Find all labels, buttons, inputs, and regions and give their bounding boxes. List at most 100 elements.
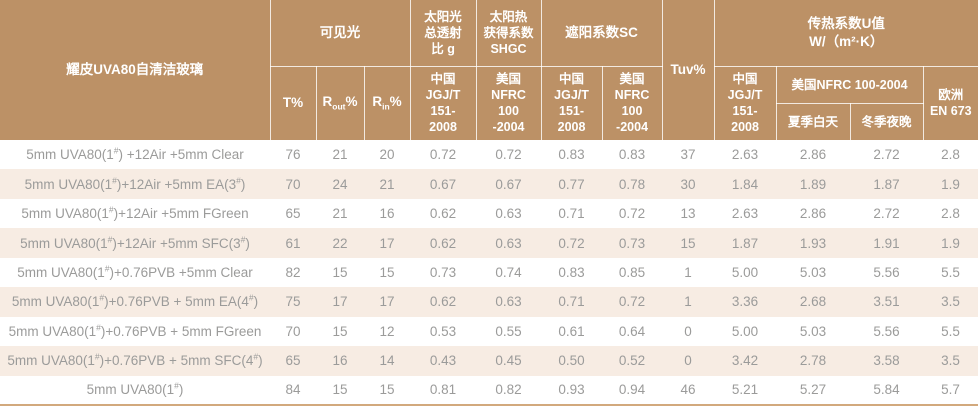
value-cell: 61 <box>285 235 301 251</box>
value-cell: 75 <box>285 294 301 310</box>
value-cell: 5.5 <box>941 264 960 280</box>
value-cell: 0.67 <box>429 176 457 192</box>
value-cell: 0.72 <box>618 206 646 222</box>
value-cell: 3.5 <box>941 294 960 310</box>
value-cell: 2.8 <box>941 147 960 163</box>
value-cell: 2.72 <box>873 206 900 222</box>
r-out-subscript: out <box>332 101 346 112</box>
value-cell: 0 <box>684 353 692 369</box>
header-sub-row: T% Rout% Rin% 中国 JGJ/T 151- 2008 美国 NFRC… <box>0 65 978 141</box>
table-row: 5mm UVA80(1#)+12Air +5mm FGreen 65 21 16 0.6… <box>0 199 978 228</box>
value-cell: 13 <box>680 206 696 222</box>
table-row: 5mm UVA80(1#)+0.76PVB + 5mm FGreen 70 15 12… <box>0 317 978 346</box>
value-cell: 30 <box>680 176 696 192</box>
value-cell: 46 <box>680 382 696 398</box>
value-cell: 0.50 <box>558 353 585 369</box>
header-u-us-summer-day: 夏季白天 <box>775 102 851 141</box>
superscript-hash: # <box>104 263 110 274</box>
header-group-shgc: 太阳热 获得系数 SHGC <box>475 0 542 67</box>
value-cell: 0.93 <box>558 382 585 398</box>
superscript-hash: # <box>253 351 259 362</box>
product-name-cell: 5mm UVA80(1#)+12Air +5mm EA(3#) <box>24 175 246 192</box>
superscript-hash: # <box>236 175 241 186</box>
value-cell: 17 <box>379 235 395 251</box>
value-cell: 2.63 <box>731 147 759 163</box>
value-cell: 16 <box>379 206 395 222</box>
value-cell: 15 <box>332 264 348 280</box>
value-cell: 5.5 <box>941 323 960 339</box>
superscript-hash: # <box>96 322 101 333</box>
value-cell: 0.72 <box>558 235 585 251</box>
value-cell: 0.53 <box>429 323 457 339</box>
header-group-solar-g: 太阳光 总透射 比 g <box>409 0 477 67</box>
value-cell: 17 <box>379 294 395 310</box>
value-cell: 65 <box>285 206 301 222</box>
product-name-cell: 5mm UVA80(1#)+0.76PVB + 5mm FGreen <box>8 322 262 339</box>
value-cell: 0.72 <box>429 147 457 163</box>
value-cell: 0.83 <box>618 147 646 163</box>
value-cell: 1.87 <box>731 235 759 251</box>
value-cell: 0.45 <box>495 353 522 369</box>
superscript-hash: # <box>240 234 246 245</box>
value-cell: 5.21 <box>731 382 759 398</box>
value-cell: 5.00 <box>731 264 759 280</box>
value-cell: 70 <box>285 176 301 192</box>
value-cell: 0.72 <box>618 294 646 310</box>
value-cell: 15 <box>680 235 696 251</box>
table-row: 5mm UVA80(1#)+0.76PVB + 5mm EA(4#) 75 17 17… <box>0 287 978 317</box>
value-cell: 0.85 <box>618 264 646 280</box>
product-name-cell: 5mm UVA80(1#)+12Air +5mm SFC(3#) <box>20 234 250 251</box>
superscript-hash: # <box>108 204 114 215</box>
value-cell: 24 <box>332 176 348 192</box>
value-cell: 1.84 <box>731 176 759 192</box>
value-cell: 0.83 <box>558 147 585 163</box>
header-sc-us-standard: 美国 NFRC 100 -2004 <box>601 65 663 141</box>
value-cell: 1.89 <box>799 176 827 192</box>
value-cell: 2.72 <box>873 147 900 163</box>
value-cell: 1 <box>684 294 692 310</box>
value-cell: 1.93 <box>799 235 827 251</box>
header-group-row: 耀皮UVA80自清洁玻璃 可见光 太阳光 总透射 比 g 太阳热 获得系数 SH… <box>0 0 978 141</box>
value-cell: 0.55 <box>495 323 522 339</box>
header-shgc-us-standard: 美国 NFRC 100 -2004 <box>475 65 542 141</box>
value-cell: 76 <box>285 147 301 163</box>
value-cell: 0.74 <box>495 264 522 280</box>
header-u-europe-standard: 欧洲 EN 673 <box>922 65 978 141</box>
value-cell: 70 <box>285 323 301 339</box>
table-row: 5mm UVA80(1#)+12Air +5mm EA(3#) 70 24 21 0.6… <box>0 169 978 199</box>
value-cell: 0.77 <box>558 176 585 192</box>
value-cell: 0 <box>684 323 692 339</box>
r-in-subscript: in <box>382 101 390 112</box>
table-row: 5mm UVA80(1#) 84 15 15 0.81 0.82 0.93 0.94 46 5.2… <box>0 376 978 406</box>
value-cell: 0.63 <box>495 206 522 222</box>
product-name-cell: 5mm UVA80(1#)+0.76PVB + 5mm EA(4#) <box>11 292 259 310</box>
product-name-cell: 5mm UVA80(1#)+0.76PVB + 5mm SFC(4#) <box>7 351 263 369</box>
header-sc-china-standard: 中国 JGJ/T 151- 2008 <box>540 65 603 141</box>
table-row: 5mm UVA80(1#)+12Air +5mm SFC(3#) 61 22 17 0.… <box>0 228 978 258</box>
value-cell: 0.94 <box>618 382 646 398</box>
product-name-cell: 5mm UVA80(1#) +12Air +5mm Clear <box>26 145 244 163</box>
header-g-china-standard: 中国 JGJ/T 151- 2008 <box>409 65 477 141</box>
header-r-out-percent: Rout% <box>315 65 365 141</box>
value-cell: 0.52 <box>618 353 646 369</box>
value-cell: 15 <box>332 382 348 398</box>
value-cell: 2.86 <box>799 206 827 222</box>
product-name-cell: 5mm UVA80(1#)+0.76PVB +5mm Clear <box>17 263 253 280</box>
value-cell: 15 <box>332 323 348 339</box>
value-cell: 5.56 <box>873 323 900 339</box>
value-cell: 1.87 <box>873 176 900 192</box>
header-u-us-winter-night: 冬季夜晚 <box>849 102 924 141</box>
value-cell: 15 <box>379 264 395 280</box>
header-u-us-split-row: 夏季白天 冬季夜晚 <box>0 102 978 141</box>
superscript-hash: # <box>107 234 113 245</box>
value-cell: 16 <box>332 353 348 369</box>
value-cell: 2.86 <box>799 147 827 163</box>
value-cell: 3.5 <box>941 353 960 369</box>
value-cell: 65 <box>285 353 301 369</box>
table-row: 5mm UVA80(1#)+0.76PVB + 5mm SFC(4#) 65 16 1… <box>0 346 978 376</box>
value-cell: 3.58 <box>873 353 900 369</box>
header-u-us-standard: 美国NFRC 100-2004 <box>775 65 924 104</box>
value-cell: 0.71 <box>558 206 585 222</box>
value-cell: 0.43 <box>429 353 457 369</box>
value-cell: 21 <box>332 147 348 163</box>
